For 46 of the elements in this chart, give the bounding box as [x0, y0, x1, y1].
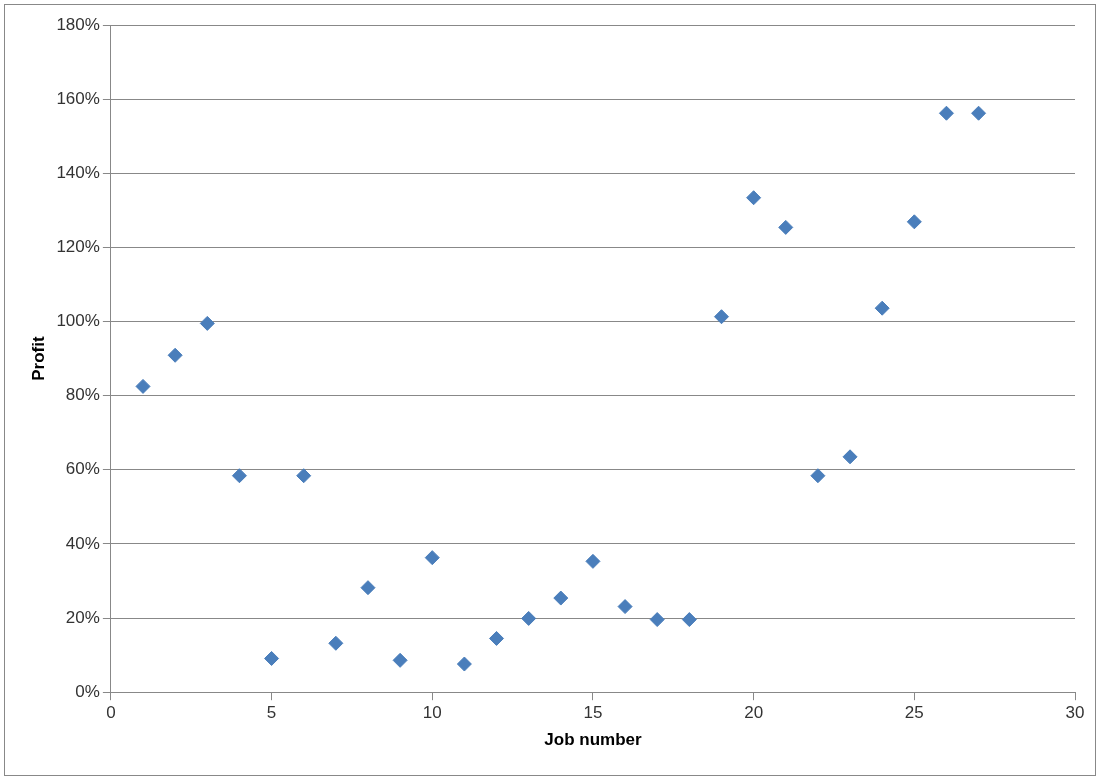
point [199, 315, 215, 331]
point [553, 590, 569, 606]
y-tick-label: 60% [65, 459, 100, 479]
y-tick-label: 180% [56, 14, 100, 34]
point [167, 347, 183, 363]
x-tick-label: 30 [1065, 703, 1085, 723]
y-tick-label: 120% [56, 237, 100, 257]
x-axis-title: Job number [544, 730, 642, 750]
y-tick-label: 0% [75, 681, 100, 701]
point [681, 612, 697, 628]
point [135, 378, 151, 394]
point [778, 219, 794, 235]
point [906, 214, 922, 230]
y-tick-label: 140% [56, 162, 100, 182]
y-tick-label: 40% [65, 533, 100, 553]
y-axis-title: Profit [28, 336, 48, 381]
y-tick-label: 100% [56, 311, 100, 331]
point [874, 300, 890, 316]
point [296, 468, 312, 484]
point [489, 630, 505, 646]
x-tick-label: 25 [904, 703, 924, 723]
point [328, 635, 344, 651]
x-tick-label: 5 [266, 703, 277, 723]
point [842, 449, 858, 465]
point [617, 599, 633, 615]
x-tick-label: 10 [422, 703, 442, 723]
point [938, 105, 954, 121]
point [392, 652, 408, 668]
x-tick-label: 0 [106, 703, 116, 723]
point [231, 468, 247, 484]
point [424, 550, 440, 566]
point [713, 309, 729, 325]
point [746, 190, 762, 206]
point [971, 105, 987, 121]
point [649, 612, 665, 628]
point [360, 580, 376, 596]
x-tick-label: 20 [744, 703, 764, 723]
y-tick-label: 160% [56, 88, 100, 108]
point [521, 610, 537, 626]
point [264, 650, 280, 666]
y-tick-label: 20% [65, 607, 100, 627]
point [456, 656, 472, 672]
point [585, 553, 601, 569]
point [810, 468, 826, 484]
x-tick-label: 15 [583, 703, 603, 723]
y-tick-label: 80% [65, 385, 100, 405]
